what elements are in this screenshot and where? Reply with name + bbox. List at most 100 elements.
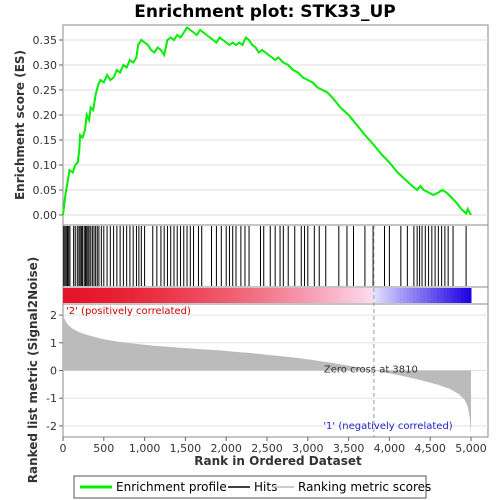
x-tick-label: 2,500	[251, 442, 283, 455]
rank-color-cell	[97, 288, 101, 303]
rank-color-cell	[192, 288, 197, 303]
rank-color-cell	[93, 288, 98, 303]
rank-color-cell	[124, 288, 129, 303]
rank-color-cell	[270, 288, 275, 303]
rank-color-cell	[80, 288, 84, 303]
rank-color-cell	[416, 288, 421, 303]
metric-y-ticks: 2 1 0 -1 -2	[46, 309, 63, 433]
rank-color-cell	[236, 288, 241, 303]
rank-color-cell	[256, 288, 261, 303]
rank-color-cell	[175, 288, 180, 303]
ranking-metric-area	[63, 312, 471, 435]
rank-color-cell	[134, 288, 139, 303]
rank-color-cell	[117, 288, 122, 303]
x-axis-title: Rank in Ordered Dataset	[194, 454, 362, 468]
rank-color-cell	[307, 288, 312, 303]
rank-color-bar	[62, 286, 489, 305]
rank-color-cell	[243, 288, 248, 303]
es-tick-label: 0.10	[33, 159, 58, 172]
rank-color-cell	[229, 288, 234, 303]
rank-color-cell	[76, 288, 81, 303]
rank-color-cell	[131, 288, 135, 303]
rank-color-cell	[148, 288, 152, 303]
rank-color-cell	[389, 288, 394, 303]
rank-color-cell	[185, 288, 190, 303]
rank-color-cell	[321, 288, 326, 303]
rank-color-cell	[324, 288, 329, 303]
rank-color-cell	[403, 288, 407, 303]
rank-color-cell	[355, 288, 360, 303]
rank-color-cell	[158, 288, 163, 303]
rank-color-cell	[69, 288, 74, 303]
x-tick-label: 3,000	[292, 442, 324, 455]
rank-color-cell	[209, 288, 214, 303]
x-tick-label: 1,000	[129, 442, 161, 455]
rank-color-cell	[318, 288, 322, 303]
rank-color-cell	[182, 288, 186, 303]
metric-tick-label: -2	[46, 420, 57, 433]
es-tick-label: 0.25	[33, 84, 58, 97]
es-tick-label: 0.20	[33, 109, 58, 122]
rank-color-cell	[107, 288, 112, 303]
zero-cross-label: Zero cross at 3810	[324, 365, 418, 376]
rank-color-cell	[467, 288, 472, 303]
rank-color-cell	[233, 288, 237, 303]
rank-color-cell	[199, 288, 203, 303]
rank-color-cell	[447, 288, 452, 303]
hits-panel	[62, 224, 489, 288]
rank-color-cell	[420, 288, 424, 303]
rank-color-cell	[219, 288, 224, 303]
metric-tick-label: 1	[50, 337, 57, 350]
rank-color-cell	[86, 288, 91, 303]
rank-color-cell	[263, 288, 268, 303]
rank-color-cell	[141, 288, 146, 303]
rank-color-cell	[311, 288, 316, 303]
es-tick-label: 0.35	[33, 34, 58, 47]
rank-color-cell	[464, 288, 469, 303]
rank-color-cell	[443, 288, 448, 303]
rank-color-cell	[341, 288, 346, 303]
rank-color-cell	[178, 288, 183, 303]
es-gridlines	[63, 39, 488, 216]
rank-color-cell	[440, 288, 445, 303]
rank-color-cell	[161, 288, 166, 303]
rank-color-cell	[362, 288, 367, 303]
metric-y-axis-title: Ranked list metric (Signal2Noise)	[26, 257, 40, 484]
rank-color-cell	[216, 288, 220, 303]
rank-color-cell	[273, 288, 278, 303]
rank-color-cell	[83, 288, 88, 303]
rank-color-cell	[103, 288, 108, 303]
es-y-ticks: 0.00 0.05 0.10 0.15 0.20 0.25 0.30 0.35	[33, 34, 63, 222]
rank-color-cell	[171, 288, 176, 303]
rank-color-cell	[450, 288, 455, 303]
x-tick-label: 500	[93, 442, 114, 455]
rank-color-cell	[120, 288, 125, 303]
rank-color-cell	[352, 288, 356, 303]
rank-color-cell	[73, 288, 78, 303]
rank-color-cell	[154, 288, 159, 303]
rank-color-cell	[226, 288, 231, 303]
rank-color-cell	[457, 288, 462, 303]
rank-color-cell	[454, 288, 458, 303]
es-panel: 0.00 0.05 0.10 0.15 0.20 0.25 0.30 0.35 Enrichm…	[13, 24, 489, 226]
rank-color-cell	[267, 288, 271, 303]
rank-color-cell	[239, 288, 244, 303]
x-tick-label: 5,000	[455, 442, 487, 455]
es-tick-label: 0.00	[33, 209, 58, 222]
legend-label-metric: Ranking metric scores	[298, 480, 431, 494]
rank-color-cell	[396, 288, 401, 303]
rank-color-cell	[114, 288, 118, 303]
rank-color-cell	[110, 288, 115, 303]
rank-color-cell	[304, 288, 309, 303]
es-panel-frame	[62, 24, 489, 226]
rank-color-cell	[294, 288, 299, 303]
rank-color-cell	[66, 288, 71, 303]
rank-color-cell	[195, 288, 200, 303]
rank-color-cell	[287, 288, 292, 303]
rank-color-cell	[460, 288, 465, 303]
rank-color-cell	[205, 288, 210, 303]
x-axis-ticks: 0 500 1,000 1,500 2,000 2,500 3,000 3,500 4,000 4…	[60, 437, 487, 455]
rank-color-cell	[426, 288, 431, 303]
metric-tick-label: 0	[50, 365, 57, 378]
